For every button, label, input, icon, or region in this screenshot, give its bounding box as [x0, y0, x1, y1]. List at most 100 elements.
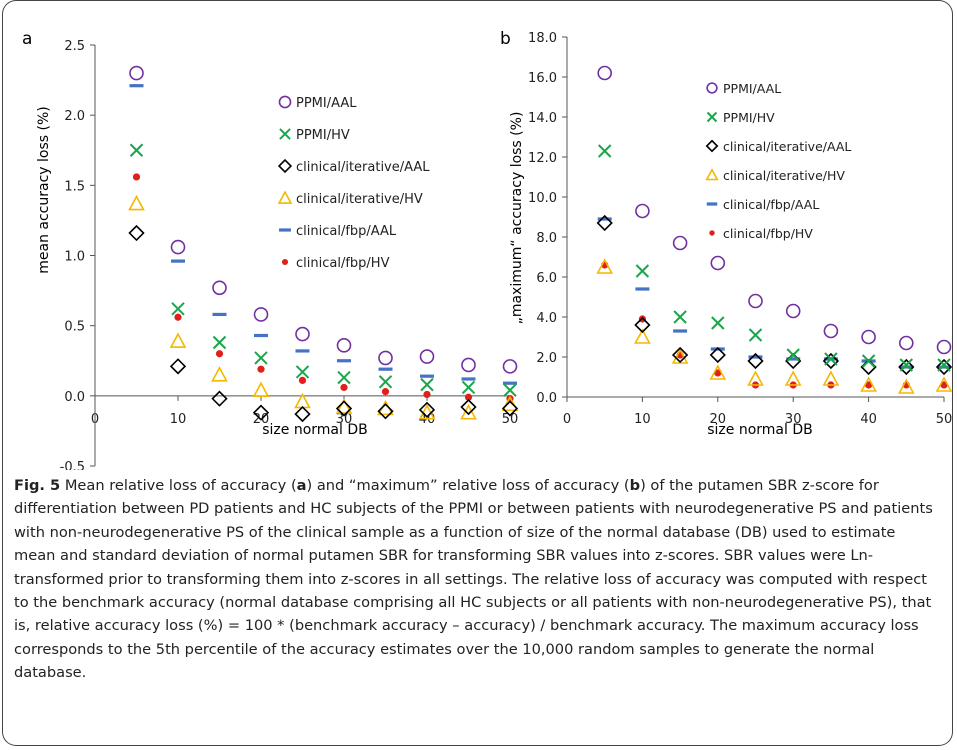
panel-b-point-diamond — [709, 346, 726, 364]
panel-b-point-circle — [597, 65, 613, 81]
panel-b-point-triangle — [634, 328, 651, 344]
panel-b-x-tick-label: 30 — [785, 412, 802, 427]
panel-b-point-diamond — [822, 352, 840, 370]
panel-a-legend-label: clinical/iterative/HV — [296, 192, 423, 207]
panel-b-legend-marker-circle — [706, 82, 718, 94]
panel-b-legend-label: clinical/iterative/AAL — [723, 139, 851, 154]
panel-a-point-diamond — [294, 405, 311, 423]
panel-a-label: a — [22, 29, 32, 49]
panel-a-x-tick-label: 40 — [419, 412, 436, 427]
panel-a-point-dot — [215, 350, 224, 358]
panel-b-legend-label: clinical/fbp/HV — [723, 226, 813, 241]
panel-a-point-diamond — [501, 400, 519, 417]
panel-b-y-tick-label: 12.0 — [528, 151, 557, 166]
panel-b-xlabel: size normal DB — [707, 422, 813, 438]
panel-a-point-triangle — [128, 194, 145, 211]
panel-a-point-x — [503, 383, 517, 397]
panel-a-point-dot — [340, 383, 348, 392]
panel-b-point-diamond — [747, 352, 764, 370]
panel-b-point-x — [786, 348, 800, 362]
panel-a-point-x — [378, 375, 393, 389]
caption-b: b — [629, 477, 641, 494]
panel-a-legend-label: clinical/fbp/AAL — [296, 224, 397, 239]
panel-b-point-circle — [823, 323, 839, 339]
panel-a-legend-marker-x — [279, 128, 291, 140]
panel-a-x-tick-label: 50 — [502, 412, 519, 427]
panel-a-y-tick-label: 1.5 — [64, 179, 85, 194]
panel-b-point-triangle — [784, 370, 802, 386]
panel-b-point-x — [711, 316, 725, 330]
panel-a-x-tick-label: 30 — [336, 412, 353, 427]
panel-b-point-circle — [748, 293, 763, 309]
panel-a-point-triangle — [169, 332, 187, 348]
panel-b-point-x — [597, 144, 612, 158]
panel-b: b „maximum“ accuracy loss (%) size norma… — [500, 29, 953, 438]
panel-b-point-circle — [672, 235, 688, 251]
panel-a-point-dot — [132, 173, 141, 181]
panel-b-point-x — [673, 310, 687, 324]
panel-a-y-tick-label: 1.0 — [64, 250, 85, 265]
panel-b-y-tick-label: 2.0 — [536, 351, 557, 366]
panel-a-point-x — [254, 351, 268, 365]
panel-a-point-x — [295, 365, 310, 379]
panel-a-point-circle — [253, 307, 269, 322]
panel-a-point-triangle — [211, 366, 228, 382]
panel-b-point-dot — [865, 381, 873, 389]
panel-b-point-triangle — [596, 258, 614, 274]
panel-b-legend-marker-x — [706, 111, 718, 123]
panel-b-point-x — [861, 354, 876, 368]
panel-a-y-tick-label: -0.5 — [60, 460, 85, 470]
panel-a-y-tick-label: 2.5 — [64, 39, 85, 54]
panel-a-legend-label: PPMI/HV — [296, 128, 350, 143]
panel-b-point-triangle — [897, 378, 915, 394]
panel-b-point-triangle — [822, 370, 840, 386]
panel-b-legend-marker-dot — [709, 230, 715, 236]
panel-a-point-circle — [170, 239, 186, 255]
panel-a-point-dot — [174, 313, 182, 321]
panel-b-point-triangle — [935, 376, 953, 392]
panel-a-x-tick-label: 10 — [170, 412, 187, 427]
panel-b-x-tick-label: 10 — [634, 412, 651, 427]
panel-b-point-diamond — [671, 346, 689, 364]
panel-a-legend-marker-diamond — [277, 158, 293, 174]
panel-b-point-diamond — [634, 316, 651, 334]
panel-a-point-triangle — [501, 395, 519, 412]
panel-b-y-tick-label: 4.0 — [536, 311, 557, 326]
panel-a-point-circle — [295, 326, 310, 342]
panel-b-y-tick-label: 10.0 — [528, 191, 557, 206]
panel-a-point-diamond — [169, 358, 187, 375]
panel-a-point-circle — [212, 280, 227, 296]
panel-b-point-dot — [940, 381, 948, 389]
panel-a-point-circle — [419, 349, 435, 364]
caption-text-2: ) and “maximum” relative loss of accurac… — [306, 477, 630, 494]
panel-a-point-diamond — [211, 390, 228, 407]
panel-a-point-x — [461, 380, 476, 395]
panel-a-point-triangle — [460, 403, 477, 420]
panel-a-point-x — [171, 302, 185, 316]
panel-b-label: b — [500, 29, 511, 49]
panel-a-ylabel: mean accuracy loss (%) — [36, 106, 52, 274]
panel-b-point-circle — [861, 329, 876, 345]
panel-b-y-tick-label: 14.0 — [528, 111, 557, 126]
panel-b-legend-label: PPMI/HV — [723, 110, 775, 125]
panel-a-y-tick-label: 2.0 — [64, 109, 85, 124]
caption-fig-label: Fig. 5 — [14, 477, 61, 494]
panel-b-point-x — [748, 328, 763, 342]
panel-b-legend-label: clinical/fbp/AAL — [723, 197, 819, 212]
panel-b-y-tick-label: 0.0 — [536, 391, 557, 406]
panel-b-legend-label: clinical/iterative/HV — [723, 168, 845, 183]
panel-b-point-circle — [635, 203, 650, 219]
panel-a-point-diamond — [377, 403, 394, 420]
panel-a-point-circle — [461, 357, 476, 373]
panel-b-point-circle — [785, 303, 801, 319]
panel-b-point-x — [635, 264, 650, 278]
panel-b-point-circle — [936, 339, 952, 355]
panel-a-point-diamond — [335, 400, 353, 417]
panel-b-point-triangle — [860, 376, 877, 392]
caption-a: a — [296, 477, 307, 494]
panel-b-point-circle — [710, 255, 726, 271]
panel-b-point-diamond — [596, 214, 613, 232]
panel-b-point-x — [899, 358, 914, 372]
panel-a-point-diamond — [418, 401, 436, 418]
panel-a-point-triangle — [418, 403, 436, 420]
